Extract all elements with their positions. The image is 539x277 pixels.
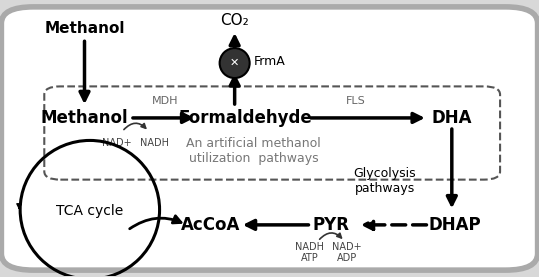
- Text: An artificial methanol
utilization  pathways: An artificial methanol utilization pathw…: [186, 137, 321, 165]
- Text: DHA: DHA: [432, 109, 472, 127]
- Text: FrmA: FrmA: [254, 55, 285, 68]
- Text: MDH: MDH: [151, 96, 178, 106]
- Text: NADH: NADH: [140, 138, 169, 148]
- Text: NAD+
ADP: NAD+ ADP: [333, 242, 362, 263]
- Text: TCA cycle: TCA cycle: [56, 204, 123, 218]
- Text: NAD+: NAD+: [102, 138, 132, 148]
- Text: DHAP: DHAP: [428, 216, 481, 234]
- Text: CO₂: CO₂: [220, 13, 249, 28]
- Text: Formaldehyde: Formaldehyde: [178, 109, 312, 127]
- Ellipse shape: [219, 48, 250, 78]
- Text: PYR: PYR: [313, 216, 350, 234]
- Text: Methanol: Methanol: [40, 109, 128, 127]
- FancyBboxPatch shape: [2, 7, 537, 270]
- Text: AcCoA: AcCoA: [181, 216, 240, 234]
- Text: ✕: ✕: [230, 58, 239, 68]
- Text: FLS: FLS: [345, 96, 365, 106]
- Text: NADH
ATP: NADH ATP: [295, 242, 324, 263]
- Text: Methanol: Methanol: [44, 21, 125, 36]
- Text: Glycolysis
pathways: Glycolysis pathways: [354, 167, 416, 195]
